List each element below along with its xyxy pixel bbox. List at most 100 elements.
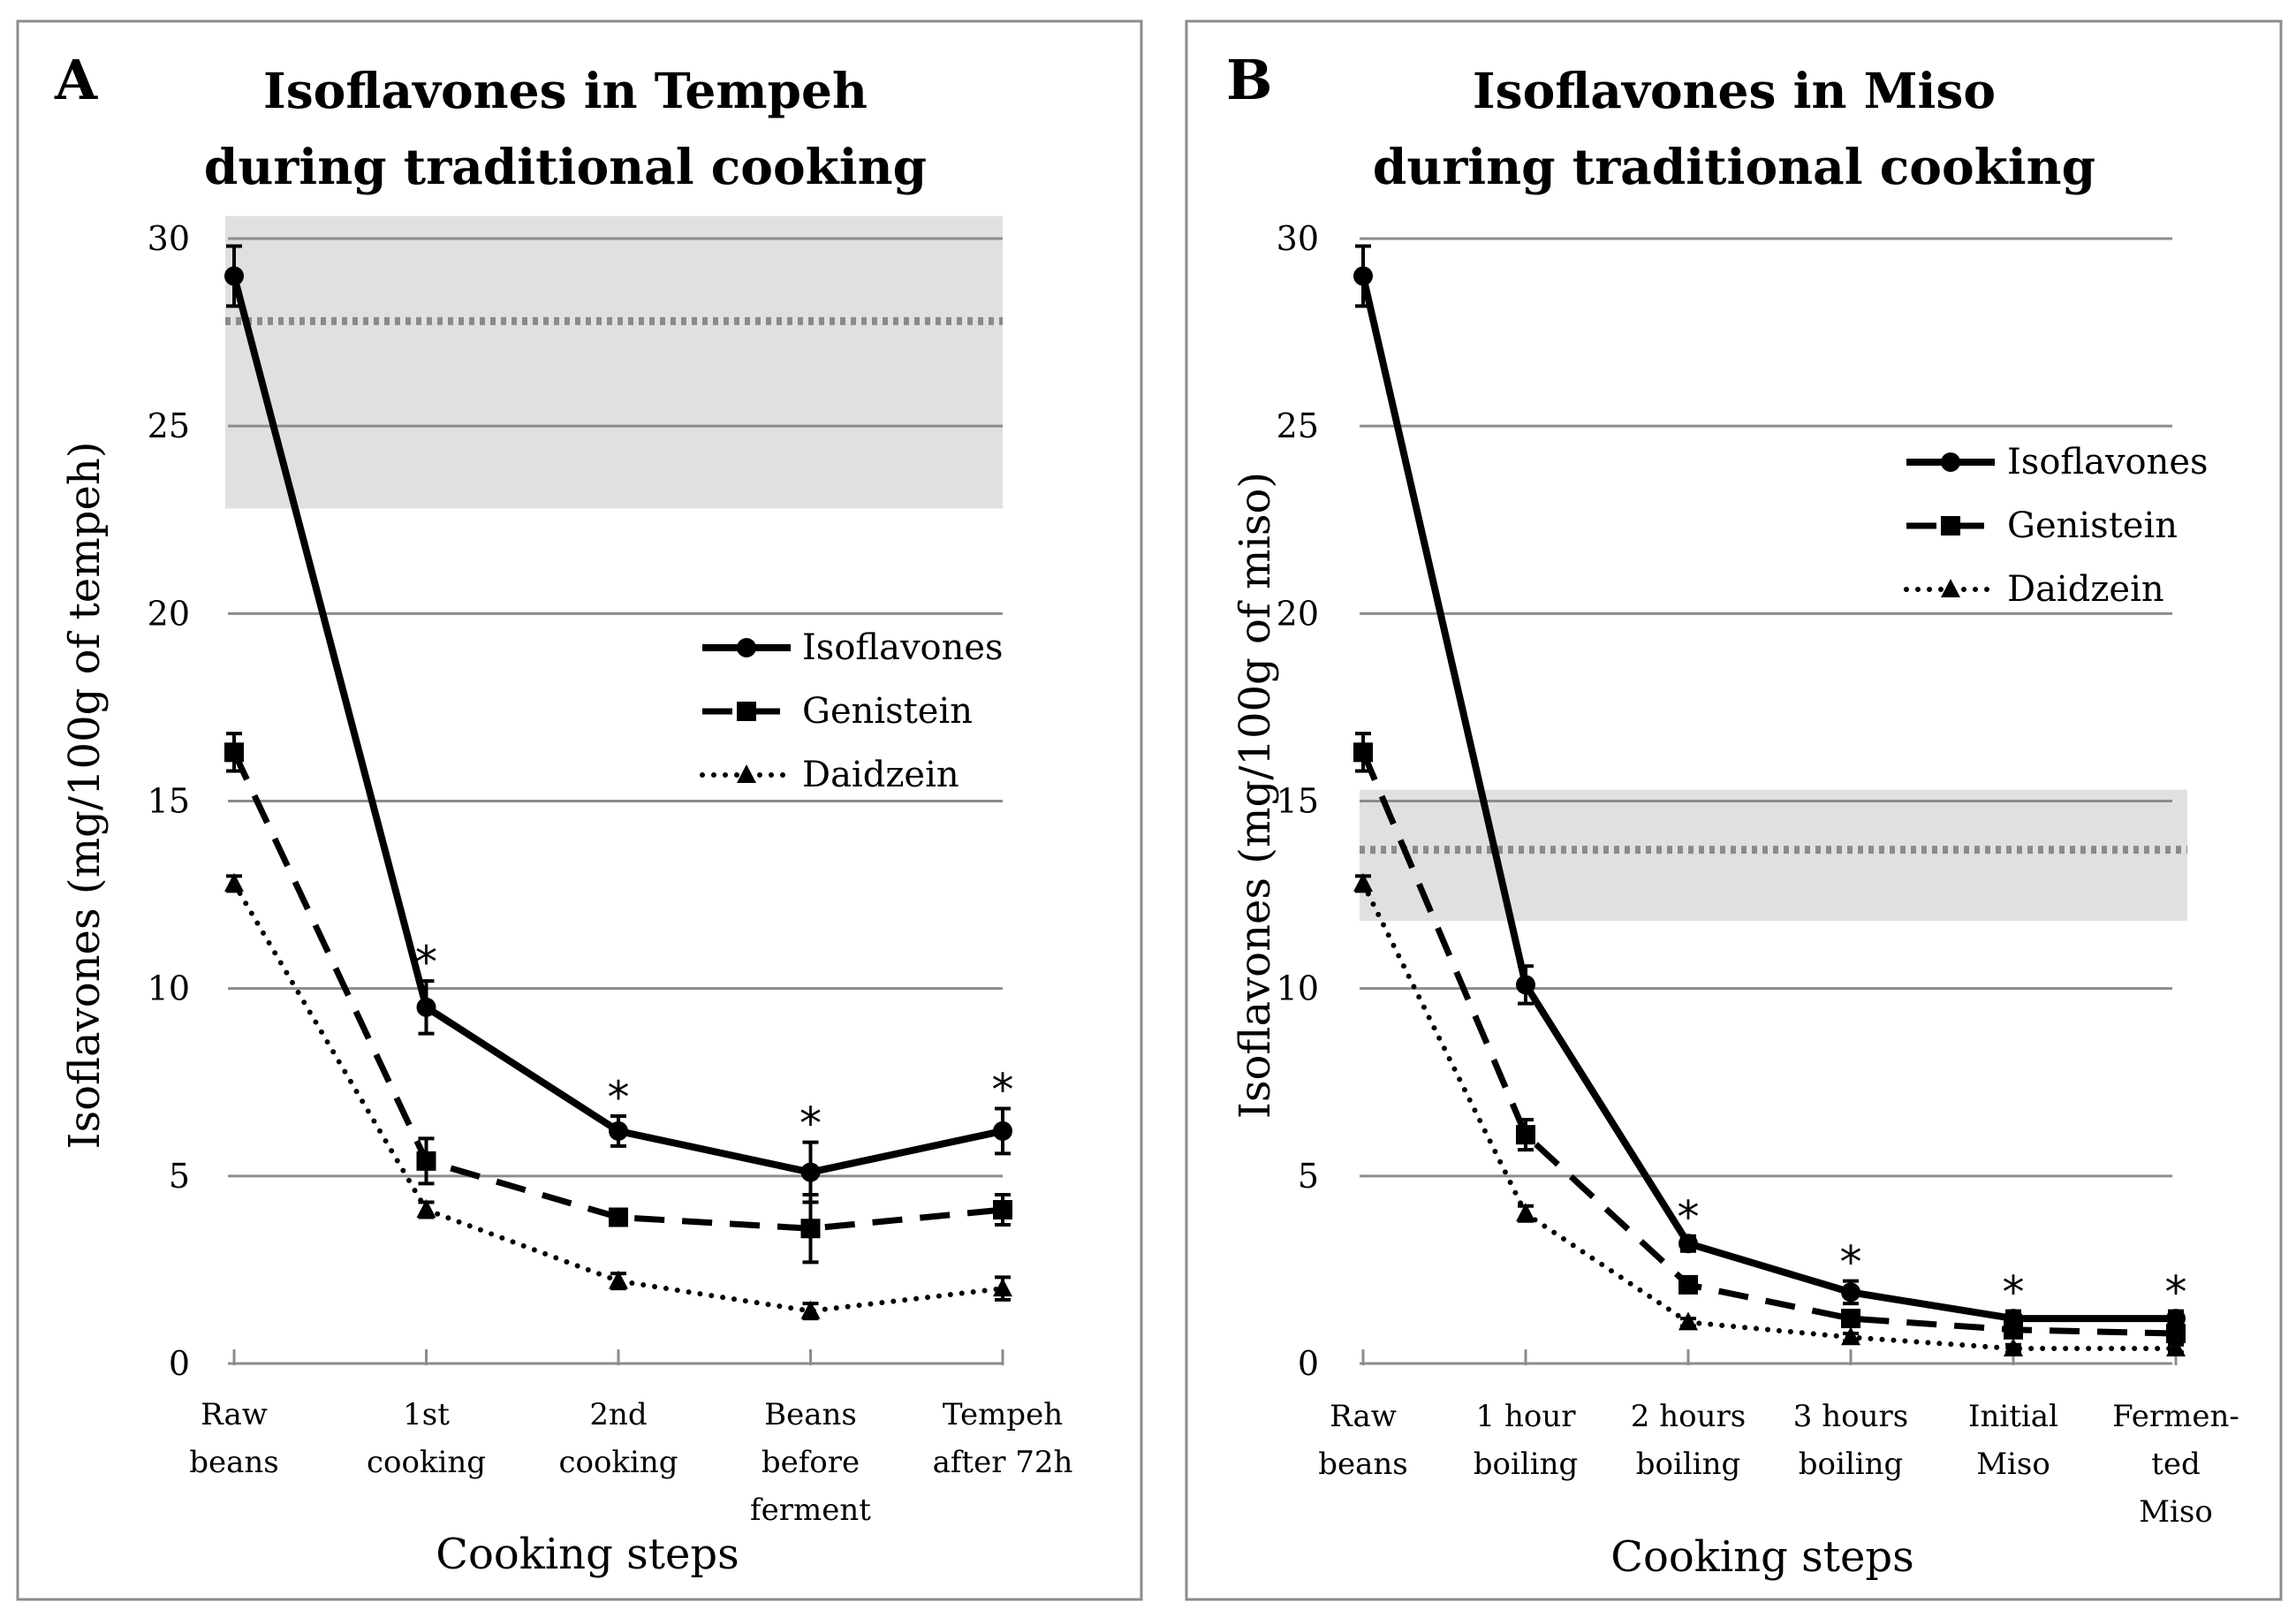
significance-star: * <box>2003 1267 2025 1318</box>
reference-band <box>225 216 1003 509</box>
chart-title-line-1: Isoflavones in Miso <box>1473 62 1996 119</box>
significance-star: * <box>1840 1237 1862 1288</box>
x-tick-label: 3 hours <box>1793 1399 1908 1434</box>
x-tick-label: after 72h <box>933 1445 1073 1480</box>
data-point-daidzein <box>993 1278 1012 1297</box>
data-point-genistein <box>1353 742 1373 763</box>
chart-title-line-2: during traditional cooking <box>1373 138 2095 195</box>
y-tick-label: 25 <box>148 406 190 445</box>
data-point-genistein <box>1516 1125 1535 1145</box>
x-tick-label: boiling <box>1474 1447 1579 1482</box>
data-point-daidzein <box>1678 1311 1698 1331</box>
y-tick-label: 20 <box>1277 594 1319 633</box>
y-tick-label: 15 <box>148 782 190 821</box>
legend-label-genistein: Genistein <box>802 691 973 732</box>
data-point-daidzein <box>1353 872 1373 892</box>
data-point-genistein <box>993 1200 1012 1220</box>
data-point-genistein <box>2166 1324 2186 1344</box>
x-tick-label: cooking <box>367 1445 486 1480</box>
data-point-isoflavones <box>1516 975 1535 995</box>
legend-label-daidzein: Daidzein <box>2007 569 2164 610</box>
y-tick-label: 0 <box>169 1344 190 1383</box>
panel-b-letter: B <box>1226 48 1272 112</box>
y-tick-label: 5 <box>169 1157 190 1196</box>
chart-title-line-2: during traditional cooking <box>204 138 927 195</box>
legend-marker-daidzein <box>737 764 756 783</box>
significance-star: * <box>415 937 437 988</box>
y-tick-label: 25 <box>1277 406 1319 445</box>
panel-b: B Isoflavones in Miso during traditional… <box>1185 19 2283 1601</box>
x-axis-title: Cooking steps <box>1610 1532 1914 1582</box>
series-line-daidzein <box>1360 880 2179 1352</box>
x-tick-label: Miso <box>2139 1494 2213 1530</box>
x-tick-label: Raw <box>201 1397 268 1432</box>
data-point-genistein <box>2004 1319 2023 1340</box>
data-point-genistein <box>416 1151 436 1171</box>
legend-label-daidzein: Daidzein <box>802 755 959 795</box>
significance-star: * <box>799 1098 822 1150</box>
data-point-isoflavones <box>224 266 244 286</box>
series-line-genistein <box>231 750 1004 1232</box>
x-tick-label: beans <box>189 1445 279 1480</box>
x-tick-label: before <box>762 1445 860 1480</box>
y-tick-label: 20 <box>148 594 190 633</box>
data-point-genistein <box>1841 1309 1860 1329</box>
data-point-genistein <box>609 1207 628 1227</box>
x-tick-label: Tempeh <box>943 1397 1063 1432</box>
chart-title-line-1: Isoflavones in Tempeh <box>263 62 868 119</box>
y-axis-title: Isoflavones (mg/100g of tempeh) <box>60 442 110 1150</box>
x-tick-label: 1st <box>403 1397 450 1432</box>
y-tick-label: 15 <box>1277 782 1319 821</box>
data-point-isoflavones <box>609 1120 628 1141</box>
data-point-isoflavones <box>800 1162 821 1182</box>
legend-marker-daidzein <box>1941 579 1960 597</box>
x-tick-label: cooking <box>558 1445 678 1480</box>
x-tick-label: boiling <box>1799 1447 1904 1482</box>
y-tick-label: 10 <box>1277 969 1319 1008</box>
data-point-isoflavones <box>993 1120 1012 1141</box>
x-tick-label: ferment <box>750 1493 871 1528</box>
x-tick-label: Initial <box>1968 1399 2058 1434</box>
y-tick-label: 10 <box>148 969 190 1008</box>
data-point-isoflavones <box>1841 1282 1860 1303</box>
data-point-genistein <box>1678 1274 1698 1295</box>
data-point-daidzein <box>1516 1203 1535 1222</box>
y-tick-label: 30 <box>148 219 190 258</box>
legend-marker-genistein <box>737 702 756 721</box>
y-tick-label: 30 <box>1277 219 1319 258</box>
legend-marker-isoflavones <box>737 638 756 657</box>
x-tick-label: ted <box>2151 1447 2201 1482</box>
series-line-genistein <box>1360 750 2177 1337</box>
x-tick-label: Miso <box>1976 1447 2050 1482</box>
data-point-genistein <box>224 742 244 763</box>
y-tick-label: 5 <box>1298 1157 1319 1196</box>
data-point-isoflavones <box>416 997 436 1017</box>
data-point-isoflavones <box>1353 266 1373 286</box>
data-point-daidzein <box>2166 1338 2186 1357</box>
x-tick-label: Raw <box>1330 1399 1397 1434</box>
series-line-isoflavones <box>1360 275 2176 1323</box>
data-point-daidzein <box>609 1270 628 1289</box>
legend-label-isoflavones: Isoflavones <box>2007 442 2209 482</box>
legend: Isoflavones Genistein Daidzein <box>700 627 1004 795</box>
data-point-daidzein <box>2004 1338 2023 1357</box>
legend-label-genistein: Genistein <box>2007 505 2178 546</box>
data-point-daidzein <box>800 1300 821 1319</box>
x-tick-label: Beans <box>764 1397 857 1432</box>
data-point-isoflavones <box>1678 1234 1698 1254</box>
legend: Isoflavones Genistein Daidzein <box>1904 442 2209 610</box>
legend-marker-genistein <box>1941 516 1960 536</box>
significance-star: * <box>1678 1192 1700 1243</box>
data-point-isoflavones <box>2166 1309 2186 1329</box>
x-tick-label: 1 hour <box>1476 1399 1577 1434</box>
significance-star: * <box>608 1072 630 1123</box>
x-tick-label: beans <box>1318 1447 1408 1482</box>
x-tick-label: Fermen- <box>2112 1399 2239 1434</box>
x-axis-title: Cooking steps <box>436 1530 739 1579</box>
data-point-daidzein <box>224 872 244 892</box>
x-tick-label: boiling <box>1636 1447 1741 1482</box>
panel-a: A Isoflavones in Tempeh during tradition… <box>16 19 1143 1601</box>
legend-label-isoflavones: Isoflavones <box>802 627 1004 668</box>
significance-star: * <box>2165 1267 2187 1318</box>
